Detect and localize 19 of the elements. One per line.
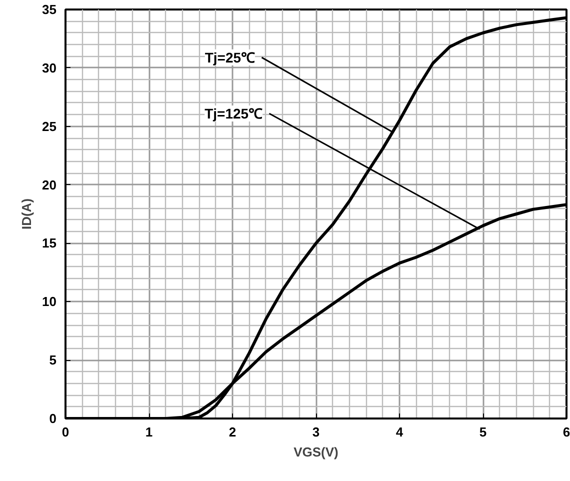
y-tick-label: 15 xyxy=(42,236,57,251)
x-tick-label: 3 xyxy=(312,424,320,440)
y-tick-label: 0 xyxy=(49,411,57,426)
y-axis-title: ID(A) xyxy=(19,198,34,230)
x-tick-label: 1 xyxy=(145,424,153,440)
y-tick-label: 10 xyxy=(42,294,57,310)
y-tick-label: 25 xyxy=(42,118,57,134)
x-tick-label: 6 xyxy=(562,424,570,440)
annotation: Tj=125℃ xyxy=(204,106,263,122)
y-tick-label: 5 xyxy=(49,352,57,368)
annotation: Tj=25℃ xyxy=(204,49,256,66)
x-tick-label: 0 xyxy=(62,424,70,440)
x-axis-title: VGS(V) xyxy=(294,444,338,460)
x-tick-label: 2 xyxy=(228,424,236,440)
y-tick-label: 20 xyxy=(42,177,57,192)
y-tick-label: 30 xyxy=(42,60,57,76)
x-tick-label: 4 xyxy=(396,424,404,440)
y-tick-label: 35 xyxy=(42,2,57,17)
x-tick-label: 5 xyxy=(479,424,487,440)
